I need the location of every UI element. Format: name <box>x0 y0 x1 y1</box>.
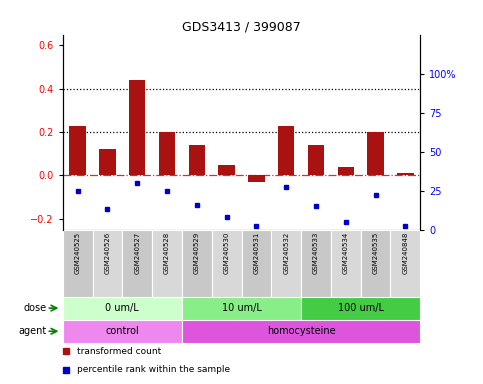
FancyBboxPatch shape <box>122 230 152 296</box>
Bar <box>308 145 324 175</box>
Text: homocysteine: homocysteine <box>267 326 335 336</box>
Bar <box>218 164 235 175</box>
Bar <box>397 173 413 175</box>
Text: 10 um/L: 10 um/L <box>222 303 261 313</box>
Text: GSM240530: GSM240530 <box>224 232 229 274</box>
Text: transformed count: transformed count <box>77 347 161 356</box>
FancyBboxPatch shape <box>361 230 390 296</box>
Bar <box>248 175 265 182</box>
FancyBboxPatch shape <box>93 230 122 296</box>
Text: GSM240848: GSM240848 <box>402 232 408 274</box>
Bar <box>278 126 294 175</box>
FancyBboxPatch shape <box>63 230 93 296</box>
Text: GSM240525: GSM240525 <box>75 232 81 274</box>
Text: dose: dose <box>23 303 46 313</box>
Text: percentile rank within the sample: percentile rank within the sample <box>77 365 230 374</box>
Bar <box>99 149 115 175</box>
FancyBboxPatch shape <box>182 230 212 296</box>
Bar <box>70 126 86 175</box>
Bar <box>368 132 384 175</box>
FancyBboxPatch shape <box>242 230 271 296</box>
Text: GSM240528: GSM240528 <box>164 232 170 274</box>
Text: GSM240535: GSM240535 <box>372 232 379 274</box>
Text: control: control <box>105 326 139 336</box>
FancyBboxPatch shape <box>152 230 182 296</box>
Title: GDS3413 / 399087: GDS3413 / 399087 <box>182 20 301 33</box>
Text: 100 um/L: 100 um/L <box>338 303 384 313</box>
Text: GSM240527: GSM240527 <box>134 232 140 274</box>
Text: GSM240533: GSM240533 <box>313 232 319 274</box>
Text: GSM240526: GSM240526 <box>104 232 111 274</box>
FancyBboxPatch shape <box>390 230 420 296</box>
Bar <box>189 145 205 175</box>
FancyBboxPatch shape <box>63 296 182 319</box>
Text: GSM240534: GSM240534 <box>343 232 349 274</box>
Bar <box>129 80 145 175</box>
Text: agent: agent <box>18 326 46 336</box>
Text: GSM240529: GSM240529 <box>194 232 200 274</box>
Text: GSM240532: GSM240532 <box>283 232 289 274</box>
FancyBboxPatch shape <box>182 296 301 319</box>
Bar <box>338 167 354 175</box>
FancyBboxPatch shape <box>212 230 242 296</box>
FancyBboxPatch shape <box>331 230 361 296</box>
Text: GSM240531: GSM240531 <box>254 232 259 274</box>
FancyBboxPatch shape <box>301 296 420 319</box>
FancyBboxPatch shape <box>182 319 420 343</box>
FancyBboxPatch shape <box>301 230 331 296</box>
FancyBboxPatch shape <box>271 230 301 296</box>
FancyBboxPatch shape <box>63 319 182 343</box>
Text: 0 um/L: 0 um/L <box>105 303 139 313</box>
Bar <box>159 132 175 175</box>
